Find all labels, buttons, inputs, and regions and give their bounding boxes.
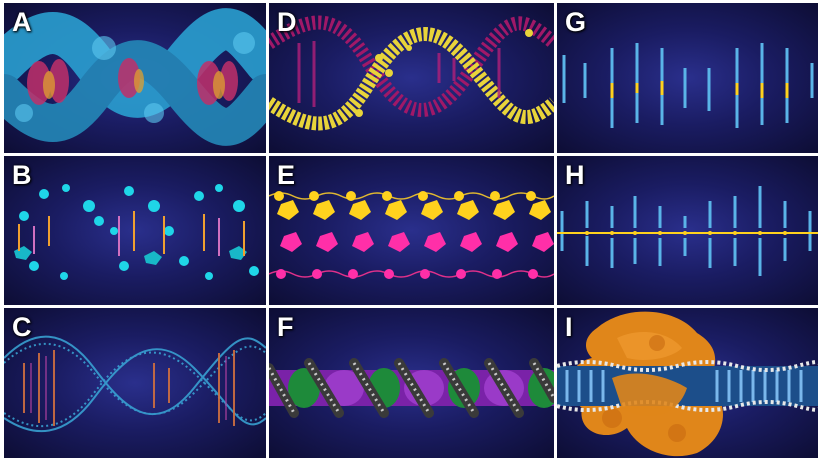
panel-g: G <box>557 3 818 153</box>
panel-label: G <box>565 7 587 37</box>
flattened-ladder-dna-image <box>269 191 554 279</box>
panel-label: E <box>277 160 296 190</box>
panel-f: F <box>269 308 554 458</box>
panel-a: A <box>4 3 266 153</box>
base-block-dna-image <box>14 184 259 280</box>
space-filling-dna-image <box>4 8 266 146</box>
nucleosome-fiber-image <box>269 358 554 418</box>
panel-label: C <box>12 312 32 342</box>
panel-label: F <box>277 312 294 342</box>
wireframe-dna-image <box>4 335 266 432</box>
protein-dna-complex-image <box>557 311 818 457</box>
panel-e: E <box>269 156 554 305</box>
base-pair-axis-image <box>557 186 818 276</box>
panel-label: I <box>565 312 573 342</box>
panel-label: B <box>12 160 32 190</box>
panel-b: B <box>4 156 266 305</box>
base-pair-rods-image <box>562 43 814 128</box>
panel-i: I <box>557 308 818 458</box>
ball-and-stick-dna-image <box>269 15 554 131</box>
panel-d: D <box>269 3 554 153</box>
panel-label: D <box>277 7 297 37</box>
panel-c: C <box>4 308 266 458</box>
panel-h: H <box>557 156 818 305</box>
figure-grid: A D <box>4 3 818 458</box>
panel-label: A <box>12 7 32 37</box>
panel-label: H <box>565 160 585 190</box>
